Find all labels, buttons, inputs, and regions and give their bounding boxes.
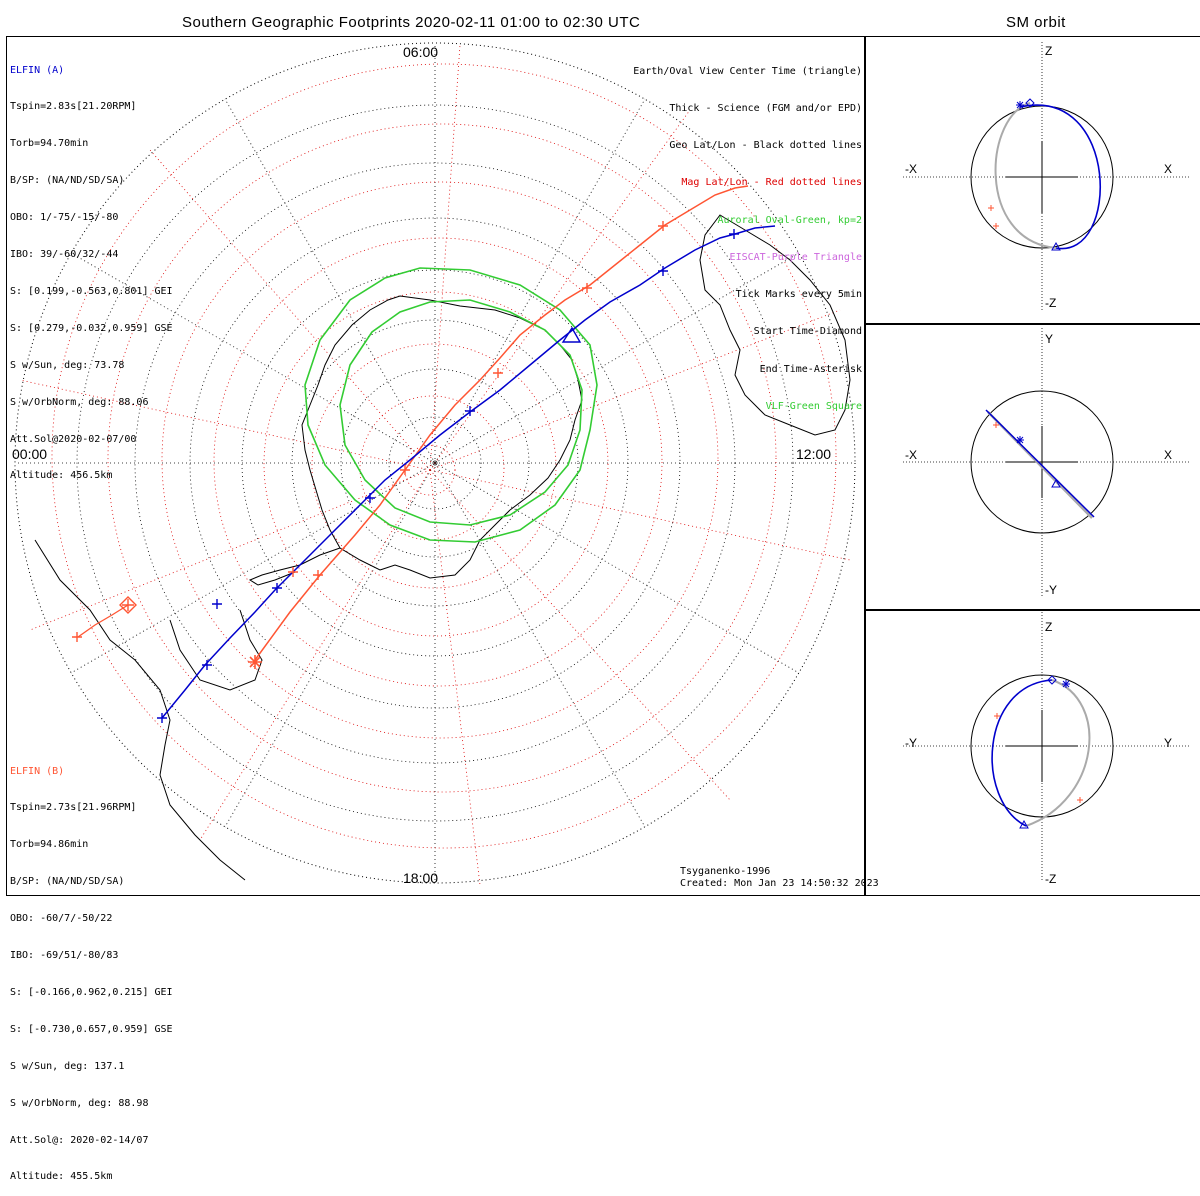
legend-tick-marks: Tick Marks every 5min xyxy=(735,289,862,301)
view-center-triangle xyxy=(561,326,582,343)
elfin-b-line: S w/Sun, deg: 137.1 xyxy=(10,1060,125,1072)
elfin-a-line: S w/Sun, deg: 73.78 xyxy=(10,359,125,371)
elfin-b-line: Att.Sol@: 2020-02-14/07 xyxy=(10,1134,149,1146)
map-legend: Earth/Oval View Center Time (triangle) T… xyxy=(633,41,862,426)
polar-map xyxy=(14,42,1190,886)
created-label: Created: Mon Jan 23 14:50:32 2023 xyxy=(680,878,879,889)
elfin-b-line: Tspin=2.73s[21.96RPM] xyxy=(10,802,137,814)
orbit-3-top-label: Z xyxy=(1045,620,1053,634)
elfin-a-line: Att.Sol@2020-02-07/00 xyxy=(10,433,137,445)
elfin-a-line: Torb=94.70min xyxy=(10,138,89,150)
elfin-b-name: ELFIN (B) xyxy=(10,765,65,777)
time-label-left: 00:00 xyxy=(12,446,48,462)
elfin-a-line: S w/OrbNorm, deg: 88.06 xyxy=(10,396,149,408)
orbit-2-right-label: X xyxy=(1164,448,1173,462)
legend-eiscat: EISCAT-Purple Triangle xyxy=(729,251,862,263)
legend-mag-grid: Mag Lat/Lon - Red dotted lines xyxy=(681,177,862,189)
orbit-panel-1 xyxy=(864,36,1200,325)
orbit-3-left-label: -Y xyxy=(905,736,917,750)
elfin-a-line: OBO: 1/-75/-15/-80 xyxy=(10,212,119,224)
elfin-b-ticks xyxy=(72,221,668,642)
orbit-1-left-label: -X xyxy=(905,162,917,176)
orbit-3-right-label: Y xyxy=(1164,736,1173,750)
orbit-panel-yz xyxy=(903,612,1190,880)
time-label-right: 12:00 xyxy=(796,446,832,462)
auroral-oval-outer xyxy=(304,267,598,543)
elfin-a-line: B/SP: (NA/ND/SD/SA) xyxy=(10,175,125,187)
legend-science: Thick - Science (FGM and/or EPD) xyxy=(669,103,862,115)
legend-vlf: VLF-Green Square xyxy=(765,400,862,412)
model-label: Tsyganenko-1996 xyxy=(680,866,771,877)
elfin-b-start-diamond xyxy=(119,596,137,614)
legend-view-center: Earth/Oval View Center Time (triangle) xyxy=(633,65,862,77)
orbit-2-bottom-label: -Y xyxy=(1045,583,1057,597)
elfin-a-info: ELFIN (A) Tspin=2.83s[21.20RPM] Torb=94.… xyxy=(10,40,173,495)
elfin-a-line: IBO: 39/-60/32/-44 xyxy=(10,249,119,261)
antarctic-peninsula xyxy=(248,547,341,586)
auroral-oval-inner xyxy=(339,299,583,526)
elfin-b-line: S: [-0.730,0.657,0.959] GSE xyxy=(10,1023,173,1035)
legend-auroral-oval: Auroral Oval-Green, kp=2 xyxy=(717,214,863,226)
globe-outline xyxy=(14,42,856,884)
antarctica-coastline xyxy=(301,295,583,579)
legend-start-time: Start Time-Diamond xyxy=(753,326,862,338)
orbit-2-top-label: Y xyxy=(1045,332,1054,346)
elfin-a-line: S: [0.199,-0.563,0.801] GEI xyxy=(10,285,173,297)
legend-end-time: End Time-Asterisk xyxy=(759,363,862,375)
map-panel xyxy=(6,36,866,896)
elfin-b-line: IBO: -69/51/-80/83 xyxy=(10,950,119,962)
south-america-coastline xyxy=(34,539,263,881)
orbit-1-right-label: X xyxy=(1164,162,1173,176)
elfin-b-info: ELFIN (B) Tspin=2.73s[21.96RPM] Torb=94.… xyxy=(10,741,173,1196)
time-label-top: 06:00 xyxy=(403,44,439,60)
orbit-title: SM orbit xyxy=(1006,14,1066,31)
elfin-a-name: ELFIN (A) xyxy=(10,64,65,76)
orbit-panel-2 xyxy=(864,323,1200,611)
orbit-panel-3 xyxy=(864,609,1200,896)
elfin-b-line: Torb=94.86min xyxy=(10,839,89,851)
orbit-1-top-label: Z xyxy=(1045,44,1053,58)
orbit-panel-xy xyxy=(903,328,1190,596)
orbit-2-left-label: -X xyxy=(905,448,917,462)
australia-coastline xyxy=(699,214,851,436)
elfin-b-end-asterisk xyxy=(248,655,262,669)
orbit-1-bottom-label: -Z xyxy=(1045,296,1057,310)
geo-grid xyxy=(15,43,855,883)
elfin-a-line: Altitude: 456.5km xyxy=(10,470,113,482)
legend-geo-grid: Geo Lat/Lon - Black dotted lines xyxy=(669,140,862,152)
elfin-b-line: OBO: -60/7/-50/22 xyxy=(10,913,113,925)
orbit-panel-xz xyxy=(903,42,1190,310)
map-title: Southern Geographic Footprints 2020-02-1… xyxy=(182,14,641,31)
time-label-bottom: 18:00 xyxy=(403,870,439,886)
elfin-b-track xyxy=(254,185,749,661)
elfin-a-line: Tspin=2.83s[21.20RPM] xyxy=(10,101,137,113)
elfin-b-secondary xyxy=(77,604,129,638)
elfin-b-line: B/SP: (NA/ND/SD/SA) xyxy=(10,876,125,888)
elfin-b-line: Altitude: 455.5km xyxy=(10,1171,113,1183)
elfin-a-ticks xyxy=(157,229,739,723)
elfin-b-line: S w/OrbNorm, deg: 88.98 xyxy=(10,1097,149,1109)
orbit-3-bottom-label: -Z xyxy=(1045,872,1057,886)
elfin-b-line: S: [-0.166,0.962,0.215] GEI xyxy=(10,986,173,998)
elfin-a-line: S: [0.279,-0.032,0.959] GSE xyxy=(10,322,173,334)
